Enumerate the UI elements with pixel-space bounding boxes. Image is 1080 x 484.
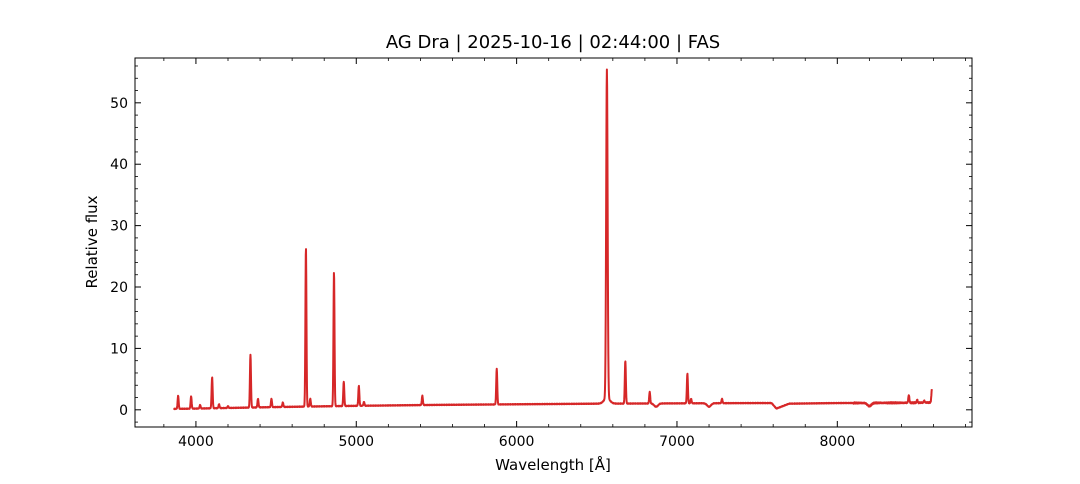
x-tick-label: 6000 bbox=[499, 434, 535, 450]
x-tick-label: 5000 bbox=[338, 434, 374, 450]
plot-frame bbox=[134, 57, 973, 428]
y-tick-label: 0 bbox=[119, 403, 128, 419]
y-axis-label: Relative flux bbox=[83, 195, 101, 288]
y-tick-label: 20 bbox=[110, 280, 128, 296]
x-tick-label: 4000 bbox=[178, 434, 214, 450]
x-tick-label: 7000 bbox=[659, 434, 695, 450]
plot-area bbox=[172, 68, 933, 411]
y-tick-label: 30 bbox=[110, 219, 128, 235]
x-axis-label: Wavelength [Å] bbox=[495, 455, 611, 474]
y-tick-label: 10 bbox=[110, 341, 128, 357]
spectrum-line bbox=[172, 68, 933, 411]
x-tick-label: 8000 bbox=[819, 434, 855, 450]
y-tick-label: 40 bbox=[110, 157, 128, 173]
y-tick-label: 50 bbox=[110, 96, 128, 112]
chart-title: AG Dra | 2025-10-16 | 02:44:00 | FAS bbox=[386, 32, 720, 53]
axis-ticks: 4000 5000 6000 7000 8000 0 10 20 30 40 50 bbox=[110, 58, 972, 450]
